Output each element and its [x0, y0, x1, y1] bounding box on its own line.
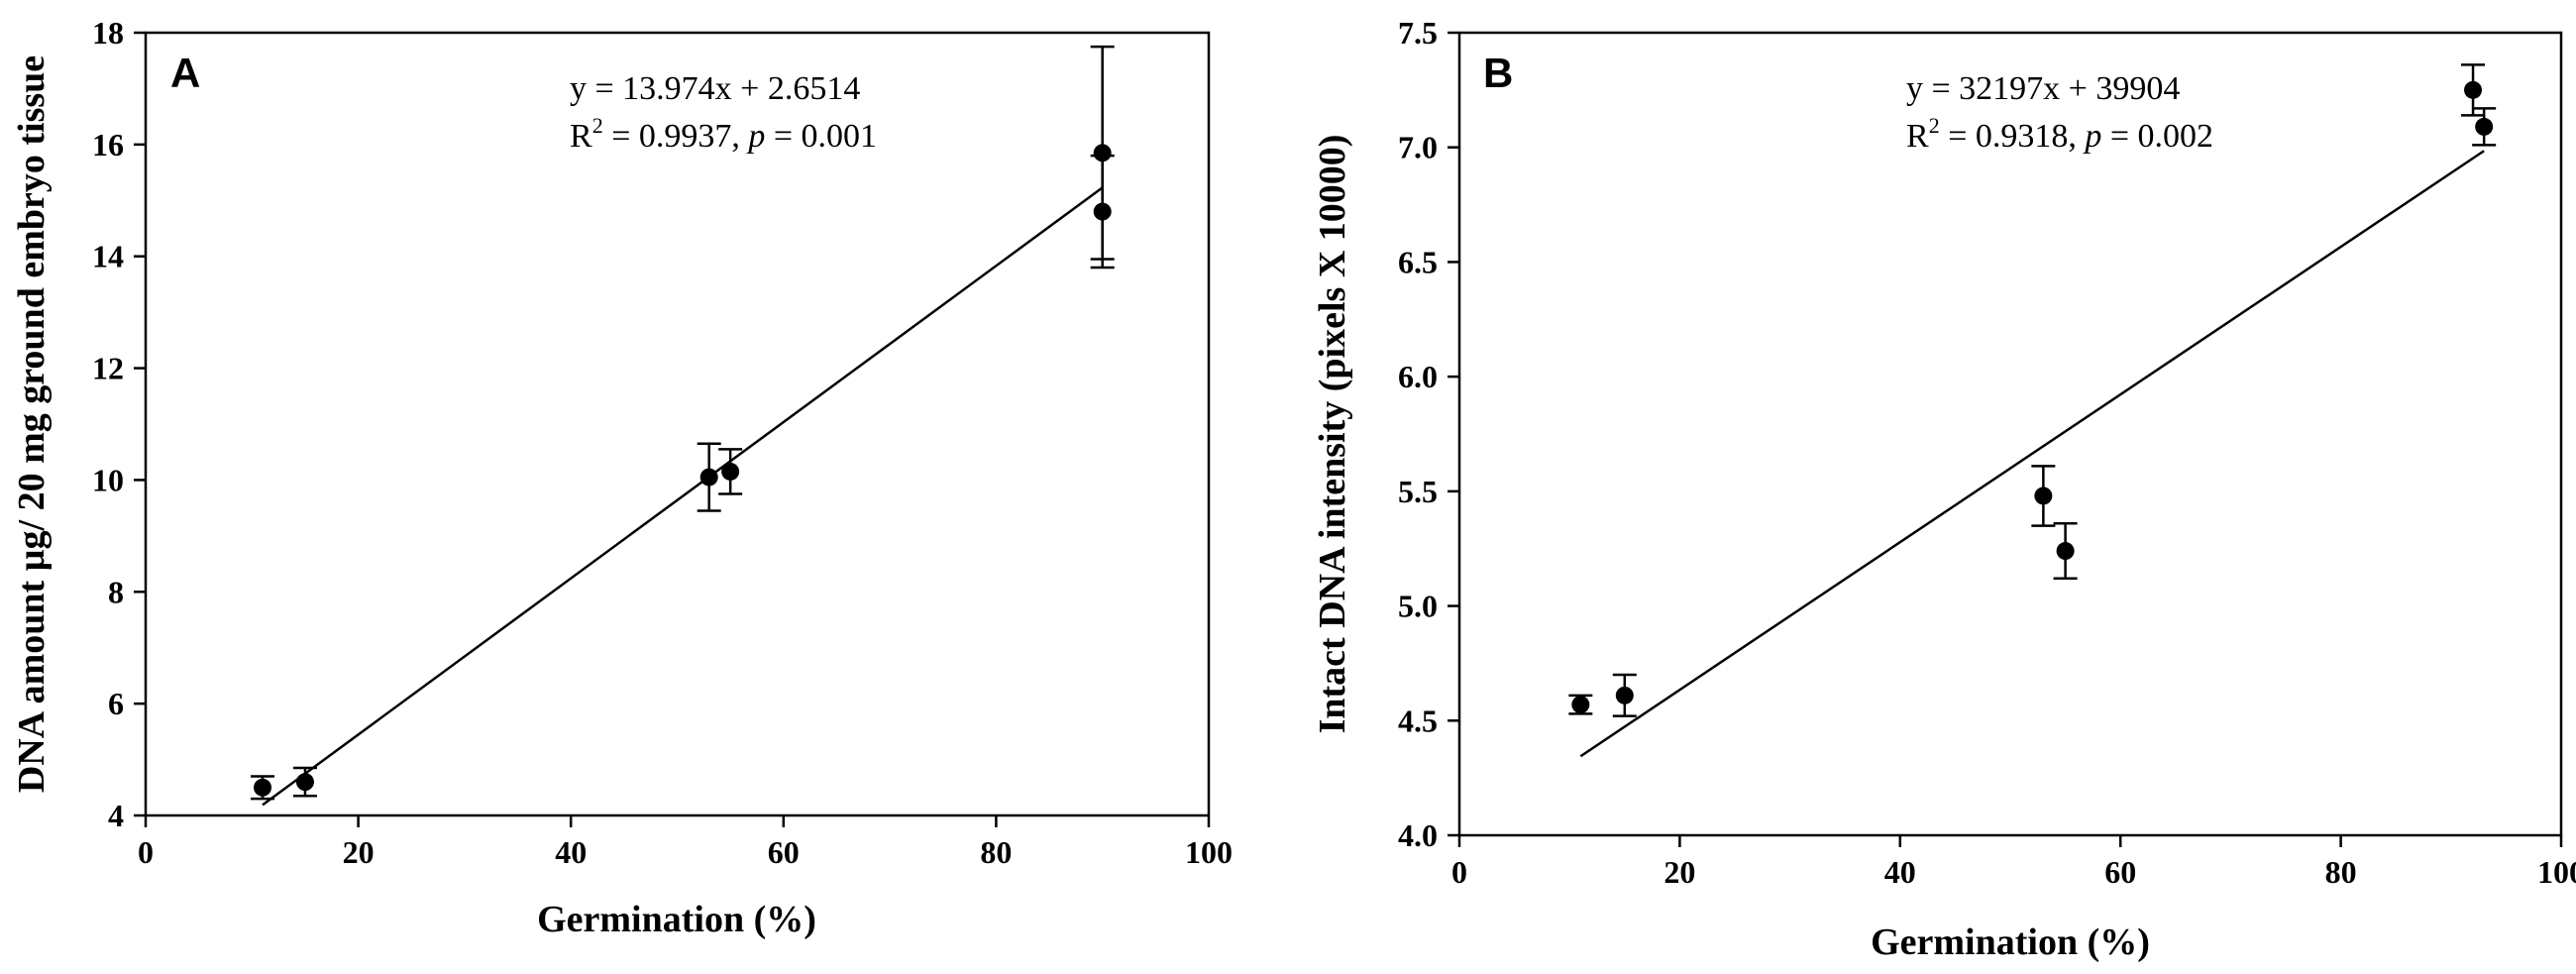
- data-series-a: [251, 45, 1115, 807]
- y-tick-label-b: 4.0: [1398, 817, 1438, 853]
- x-tick-label-a: 40: [555, 834, 587, 870]
- x-tick-label-b: 100: [2537, 854, 2576, 890]
- data-point-b-6: [2475, 117, 2494, 136]
- r2-superscript-a: 2: [592, 113, 603, 138]
- plot-frame-b: [1457, 31, 2563, 837]
- regression-equation-a: y = 13.974x + 2.6514: [570, 70, 860, 107]
- x-tick-label-a: 20: [343, 834, 375, 870]
- x-axis-label-b: Germination (%): [1871, 921, 2150, 963]
- y-tick-label-b: 6.0: [1398, 359, 1438, 394]
- y-tick-label-a: 10: [92, 462, 124, 497]
- y-tick-label-a: 4: [108, 798, 124, 833]
- data-point-a-2: [295, 773, 314, 792]
- x-tick-label-b: 60: [2104, 854, 2136, 890]
- regression-line-a: [262, 186, 1104, 807]
- data-series-b: [1568, 63, 2497, 758]
- y-tick-label-a: 6: [108, 686, 124, 721]
- y-tick-label-b: 5.5: [1398, 474, 1438, 509]
- y-tick-label-b: 6.5: [1398, 244, 1438, 279]
- p-symbol-a: p: [746, 118, 765, 155]
- p-value-b: = 0.002: [2101, 118, 2213, 155]
- r2-value-a: = 0.9937,: [603, 118, 749, 155]
- x-tick-label-b: 0: [1451, 854, 1467, 890]
- y-axis-a: 4 6 8 10 12 14 16 18: [92, 15, 146, 833]
- regression-stats-b: R2 = 0.9318, p = 0.002: [1906, 113, 2213, 155]
- x-tick-label-b: 20: [1664, 854, 1695, 890]
- y-tick-label-a: 14: [92, 239, 124, 274]
- r2-prefix-a: R: [570, 118, 592, 155]
- y-axis-b: 4.0 4.5 5.0 5.5 6.0 6.5 7.0 7.5: [1398, 15, 1459, 853]
- x-tick-label-a: 60: [768, 834, 800, 870]
- x-axis-label-a: Germination (%): [537, 899, 816, 940]
- y-axis-label-b: Intact DNA intensity (pixels X 10000): [1312, 135, 1353, 734]
- x-axis-b: 0 20 40 60 80 100: [1451, 835, 2576, 890]
- x-tick-label-a: 100: [1185, 834, 1233, 870]
- p-value-a: = 0.001: [765, 118, 877, 155]
- data-point-a-3: [699, 468, 718, 487]
- y-tick-label-b: 4.5: [1398, 703, 1438, 738]
- data-point-b-3: [2034, 487, 2053, 505]
- x-tick-label-b: 40: [1884, 854, 1916, 890]
- data-point-a-5: [1093, 144, 1112, 162]
- y-tick-label-a: 16: [92, 127, 124, 162]
- panel-label-b: B: [1483, 50, 1513, 96]
- data-point-a-4: [721, 462, 740, 481]
- y-tick-label-b: 7.0: [1398, 130, 1438, 165]
- x-tick-label-a: 0: [138, 834, 154, 870]
- y-tick-label-a: 8: [108, 574, 124, 609]
- data-point-a-6: [1093, 202, 1112, 221]
- data-point-b-4: [2056, 542, 2075, 561]
- data-point-b-1: [1571, 696, 1590, 714]
- y-axis-label-a: DNA amount µg/ 20 mg ground embryo tissu…: [11, 55, 53, 793]
- p-symbol-b: p: [2083, 118, 2101, 155]
- panel-label-a: A: [170, 50, 200, 96]
- regression-line-b: [1579, 150, 2485, 758]
- x-tick-label-b: 80: [2325, 854, 2357, 890]
- data-point-b-5: [2464, 80, 2483, 99]
- r2-value-b: = 0.9318,: [1940, 118, 2086, 155]
- r2-prefix-b: R: [1906, 118, 1929, 155]
- regression-equation-b: y = 32197x + 39904: [1906, 70, 2180, 107]
- y-tick-label-a: 18: [92, 15, 124, 51]
- r2-superscript-b: 2: [1929, 113, 1940, 138]
- y-tick-label-a: 12: [92, 351, 124, 386]
- y-tick-label-b: 7.5: [1398, 15, 1438, 51]
- x-tick-label-a: 80: [980, 834, 1012, 870]
- chart-panel-a: A 0 20 40 60 80 100 4 6 8 10 12 14 16 18 Germination…: [11, 15, 1233, 940]
- x-axis-a: 0 20 40 60 80 100: [138, 815, 1233, 870]
- data-point-b-2: [1615, 686, 1634, 704]
- plot-frame-a: [144, 31, 1211, 817]
- y-tick-label-b: 5.0: [1398, 589, 1438, 624]
- regression-stats-a: R2 = 0.9937, p = 0.001: [570, 113, 877, 155]
- data-point-a-1: [254, 778, 272, 797]
